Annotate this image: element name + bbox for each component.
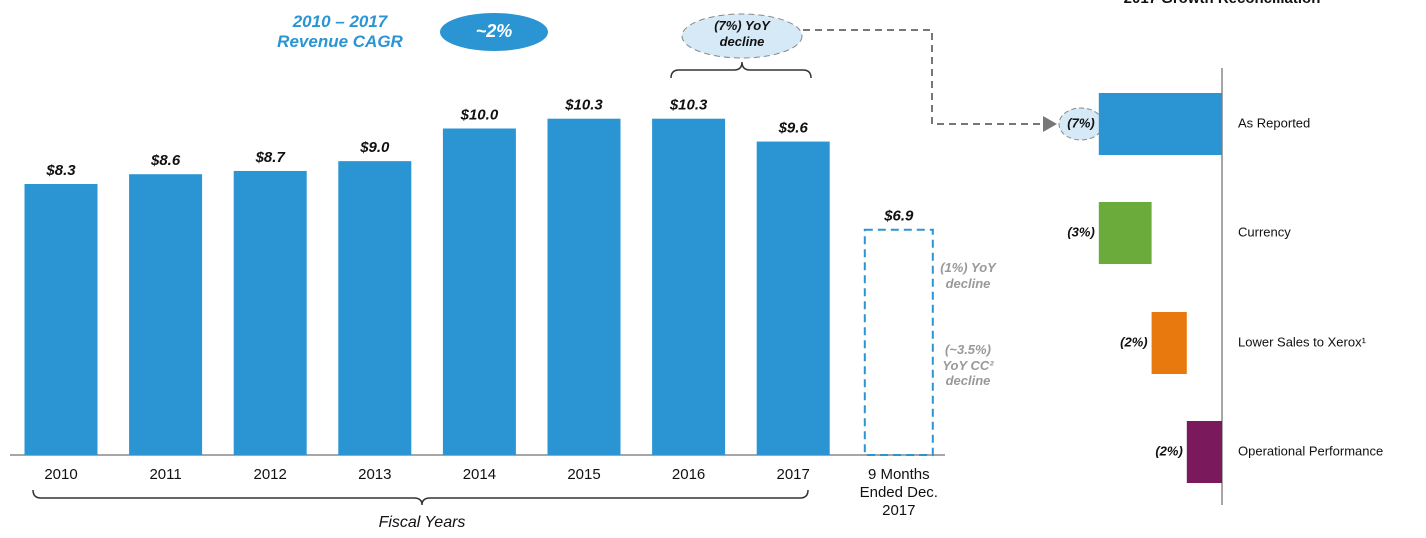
fiscal-years-label: Fiscal Years — [378, 514, 466, 531]
x-tick-label: 2016 — [671, 466, 706, 483]
bar — [1098, 202, 1152, 264]
bar — [24, 184, 98, 455]
cagr-value: ~2% — [475, 21, 513, 41]
x-tick-label: 2011 — [149, 466, 182, 483]
decline-brace — [670, 61, 812, 79]
value-label: $10.0 — [460, 106, 499, 123]
bar — [652, 118, 726, 455]
bar — [129, 174, 203, 455]
decline-label: (7%) YoY decline — [714, 18, 770, 49]
value-label: $9.6 — [778, 120, 809, 137]
bar — [756, 141, 830, 455]
connector — [803, 29, 1043, 125]
x-tick-label: 9 Months Ended Dec. 2017 — [859, 466, 938, 519]
category-label: Operational Performance — [1238, 443, 1383, 458]
value-label: (2%) — [1155, 443, 1182, 458]
bar — [1098, 93, 1222, 155]
value-label: $8.3 — [45, 162, 76, 179]
value-label: (2%) — [1120, 334, 1147, 349]
yoy-cc-label: (~3.5%) YoY CC² decline — [942, 342, 994, 389]
yoy-label: (1%) YoY decline — [940, 260, 996, 291]
value-label: (3%) — [1067, 224, 1094, 239]
chart-title: 2017 Growth Reconciliation — [1124, 0, 1321, 7]
decline-bubble — [681, 13, 803, 59]
x-tick-label: 2015 — [567, 466, 601, 483]
bar — [233, 170, 307, 455]
value-label: $10.3 — [669, 97, 708, 114]
cagr-label: 2010 – 2017 Revenue CAGR — [277, 12, 403, 52]
arrow-head — [1043, 116, 1057, 132]
bar — [1151, 312, 1187, 374]
bar — [338, 161, 412, 455]
x-tick-label: 2013 — [358, 466, 392, 483]
value-label: $8.7 — [255, 149, 286, 166]
x-tick-label: 2010 — [44, 466, 78, 483]
bar — [1186, 421, 1222, 483]
category-label: As Reported — [1238, 115, 1310, 130]
value-label: (7%) — [1067, 115, 1094, 130]
value-label: $9.0 — [359, 139, 390, 156]
bar — [442, 128, 516, 455]
value-label: $8.6 — [150, 152, 181, 169]
category-label: Currency — [1238, 224, 1291, 239]
x-tick-label: 2014 — [462, 466, 497, 483]
category-label: Lower Sales to Xerox¹ — [1238, 334, 1367, 349]
bar — [547, 118, 621, 455]
value-label: $10.3 — [564, 97, 603, 114]
cagr-bubble — [440, 13, 548, 51]
bar-outline — [863, 228, 934, 456]
x-tick-label: 2012 — [253, 466, 287, 483]
fiscal-brace — [32, 489, 809, 506]
x-tick-label: 2017 — [776, 466, 810, 483]
value-label: $6.9 — [883, 208, 914, 225]
